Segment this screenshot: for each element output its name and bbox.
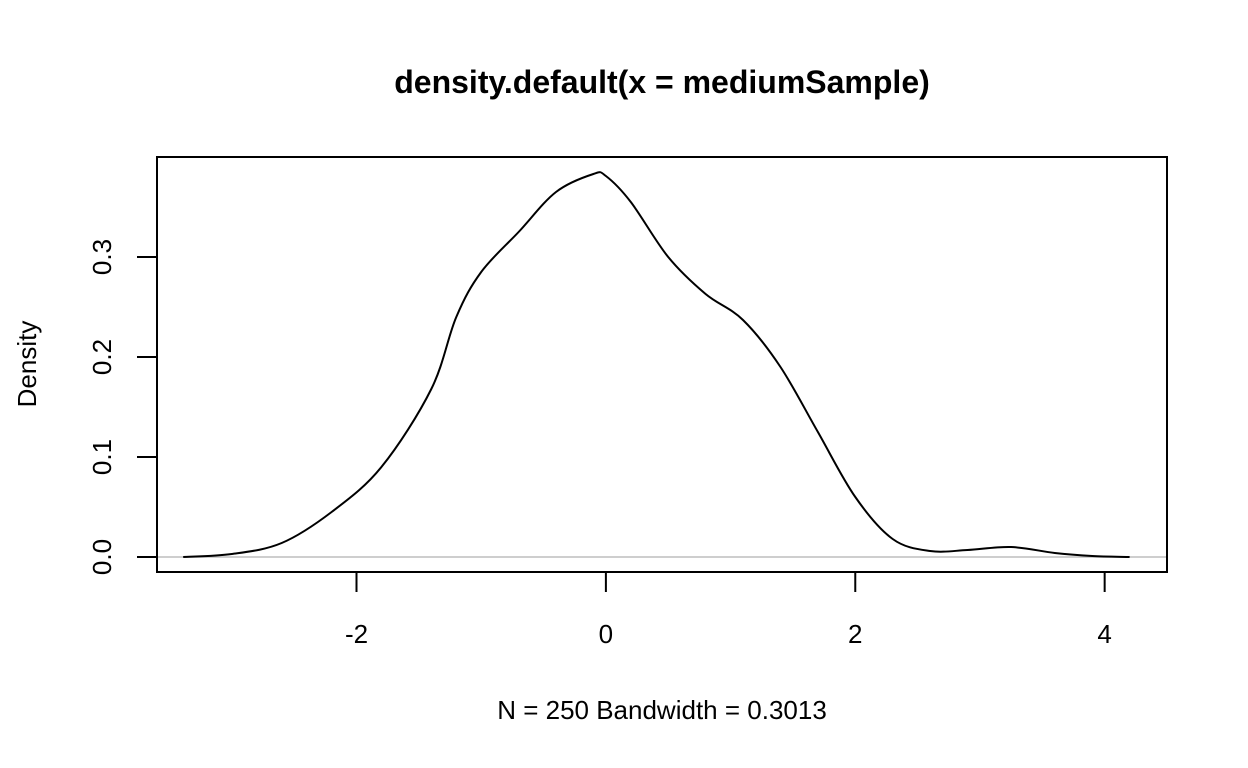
- x-tick-label: 2: [848, 619, 862, 649]
- x-axis-label: N = 250 Bandwidth = 0.3013: [497, 695, 827, 725]
- plot-area: [157, 171, 1167, 558]
- y-tick-label: 0.3: [87, 239, 117, 275]
- chart-title: density.default(x = mediumSample): [394, 64, 930, 100]
- y-tick-label: 0.1: [87, 439, 117, 475]
- plot-frame: [156, 156, 1168, 573]
- y-axis-label: Density: [12, 321, 42, 408]
- density-curve: [183, 171, 1130, 558]
- y-tick-label: 0.2: [87, 339, 117, 375]
- x-tick-label: 0: [599, 619, 613, 649]
- y-axis: 0.0 0.1 0.2 0.3: [87, 239, 158, 575]
- x-axis: -2 0 2 4: [345, 571, 1112, 649]
- x-tick-label: 4: [1097, 619, 1111, 649]
- x-tick-label: -2: [345, 619, 368, 649]
- y-tick-label: 0.0: [87, 539, 117, 575]
